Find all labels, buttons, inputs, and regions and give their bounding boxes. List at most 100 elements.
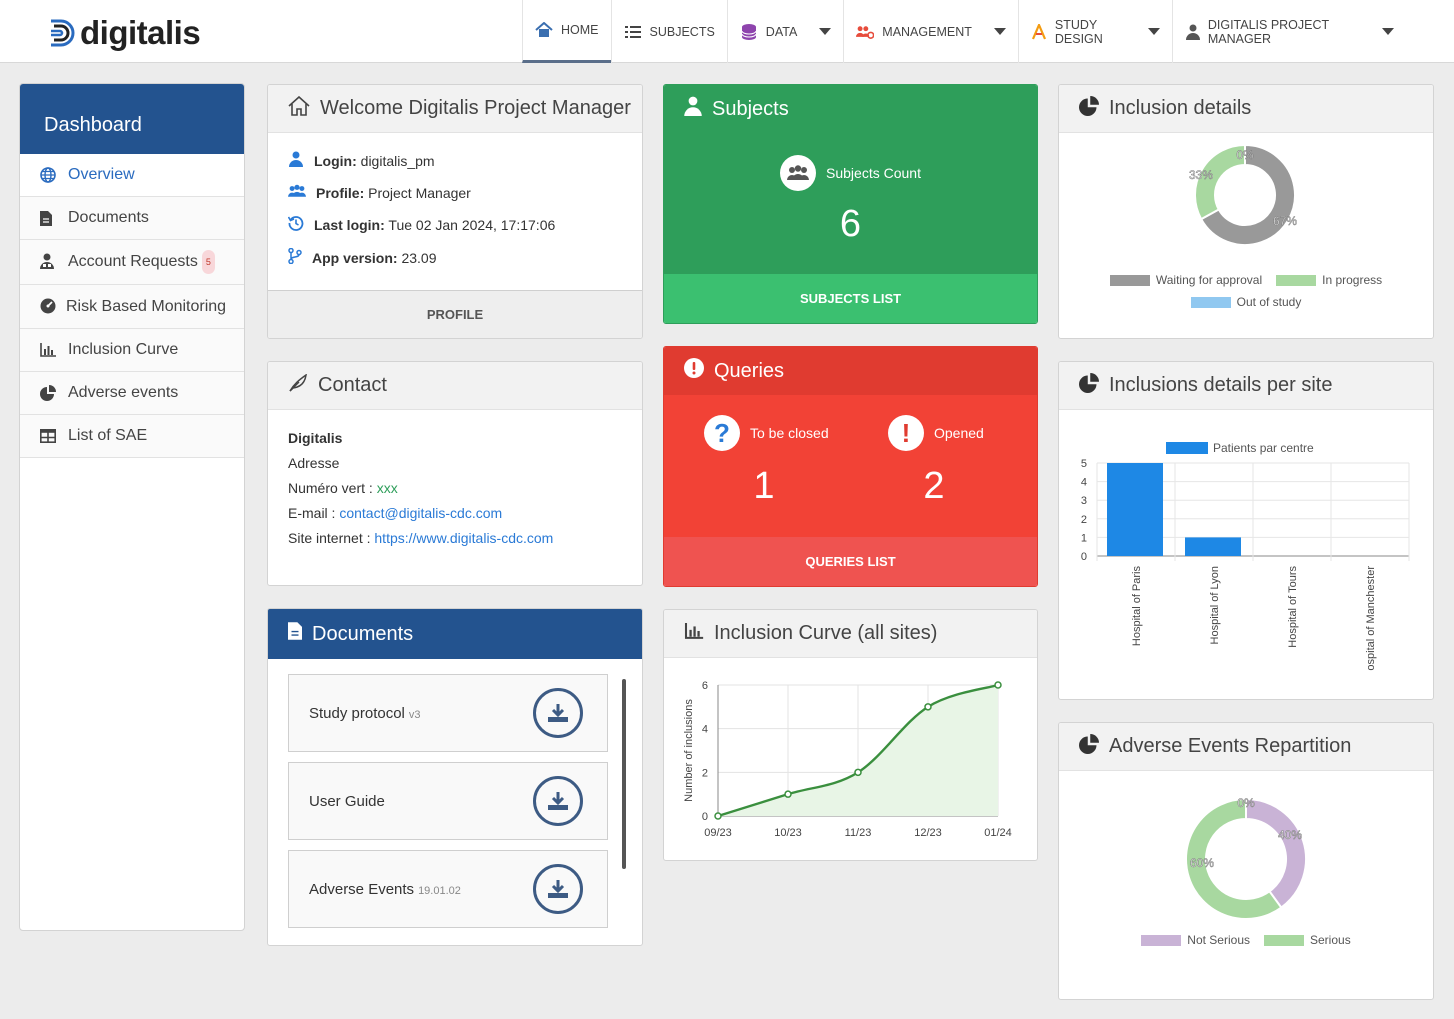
nav-home[interactable]: HOME <box>522 0 611 63</box>
login-value: digitalis_pm <box>360 152 435 169</box>
exclamation-circle-icon: ! <box>888 415 924 451</box>
y-tick-label: 2 <box>702 767 708 779</box>
y-axis-label: Number of inclusions <box>683 699 695 802</box>
documents-title: Documents <box>312 622 414 645</box>
documents-scrollbar[interactable] <box>622 679 626 869</box>
x-tick-label: Hospital of Lyon <box>1209 566 1221 644</box>
nav-management[interactable]: MANAGEMENT <box>843 0 1018 63</box>
history-icon <box>287 215 304 234</box>
database-icon <box>740 23 758 41</box>
pie-chart-icon <box>1079 733 1099 760</box>
document-item[interactable]: User Guide <box>288 762 608 840</box>
pen-nib-icon <box>1031 23 1047 41</box>
digitalis-logo-icon <box>51 19 75 47</box>
sidebar-item-label: List of SAE <box>68 427 148 444</box>
subjects-card: Subjects Subjects Count 6 SUBJECTS LIST <box>663 84 1038 324</box>
slice-label: 33% <box>1189 168 1213 182</box>
area-fill <box>718 685 998 816</box>
home-outline-icon <box>288 95 310 122</box>
app-version-row: App version: 23.09 <box>288 247 622 267</box>
table-icon <box>40 425 56 447</box>
chevron-down-icon <box>993 28 1006 35</box>
profile-row: Profile: Project Manager <box>288 184 622 201</box>
nav-data[interactable]: DATA <box>726 0 843 63</box>
last-login-row: Last login: Tue 02 Jan 2024, 17:17:06 <box>287 215 622 234</box>
email-link[interactable]: contact@digitalis-cdc.com <box>339 505 503 521</box>
document-item[interactable]: Adverse Events 19.01.02 <box>288 850 608 928</box>
file-icon <box>288 622 302 646</box>
nav-subjects[interactable]: SUBJECTS <box>610 0 727 63</box>
x-tick-label: ospital of Manchester <box>1365 566 1377 671</box>
legend-label: Patients par centre <box>1213 441 1314 455</box>
y-tick-label: 2 <box>1081 514 1087 526</box>
code-branch-icon <box>288 247 302 267</box>
inclusions-per-site-header: Inclusions details per site <box>1059 362 1433 410</box>
donut-slice <box>1245 797 1307 909</box>
last-login-value: Tue 02 Jan 2024, 17:17:06 <box>388 216 556 233</box>
logo[interactable]: digitalis <box>48 14 201 52</box>
nav-home-label: HOME <box>561 23 599 37</box>
subjects-count-label: Subjects Count <box>826 165 921 181</box>
inclusion-details-title: Inclusion details <box>1109 97 1252 119</box>
legend-label: Serious <box>1310 933 1351 947</box>
y-tick-label: 1 <box>1081 532 1087 544</box>
download-button[interactable] <box>533 688 583 738</box>
download-button[interactable] <box>533 776 583 826</box>
inclusion-details-card: Inclusion details 0% 33% 67% Waiting for a… <box>1058 84 1434 339</box>
slice-label: 60% <box>1190 856 1214 870</box>
legend-label: Not Serious <box>1187 933 1250 947</box>
legend-swatch <box>1166 442 1208 454</box>
login-row: Login: digitalis_pm <box>288 151 622 170</box>
contact-email: E-mail : contact@digitalis-cdc.com <box>288 505 503 521</box>
list-icon <box>624 23 642 41</box>
sidebar-item-account-requests[interactable]: Account Requests 5 <box>20 240 244 285</box>
profile-value: Project Manager <box>368 184 471 201</box>
x-tick-label: 12/23 <box>914 827 942 839</box>
profile-button[interactable]: PROFILE <box>268 290 642 338</box>
bar-chart-icon <box>684 622 704 645</box>
legend-swatch <box>1276 274 1317 286</box>
pie-chart-icon <box>40 382 56 404</box>
y-tick-label: 6 <box>702 680 708 692</box>
contact-card-header: Contact <box>268 362 642 410</box>
login-label: Login: <box>314 152 357 169</box>
document-version: 19.01.02 <box>418 884 461 897</box>
y-tick-label: 4 <box>702 724 708 736</box>
nav-study-design[interactable]: STUDY DESIGN <box>1017 0 1172 63</box>
nav-user-menu[interactable]: DIGITALIS PROJECT MANAGER <box>1172 0 1454 63</box>
queries-card-header: Queries <box>664 347 1037 395</box>
document-item[interactable]: Study protocol v3 <box>288 674 608 752</box>
subjects-list-button[interactable]: SUBJECTS LIST <box>664 274 1037 323</box>
profile-label: Profile: <box>316 184 365 201</box>
slice-label: 40% <box>1278 828 1302 842</box>
document-name: Study protocol v3 <box>309 704 421 722</box>
users-circle-icon <box>780 155 817 191</box>
sidebar-item-list-of-sae[interactable]: List of SAE <box>20 415 244 458</box>
x-tick-label: Hospital of Paris <box>1131 566 1143 647</box>
user-icon <box>288 151 304 170</box>
contact-company: Digitalis <box>288 430 343 446</box>
sidebar-item-documents[interactable]: Documents <box>20 197 244 240</box>
contact-address: Adresse <box>288 455 340 471</box>
phone-value: xxx <box>376 480 398 496</box>
legend-label: Out of study <box>1236 295 1302 309</box>
user-icon <box>684 96 702 122</box>
x-tick-label: 01/24 <box>984 827 1012 839</box>
y-tick-label: 4 <box>1081 477 1087 489</box>
y-tick-label: 0 <box>702 811 708 823</box>
top-bar: digitalis HOME SUBJECTS DATA MANAGE <box>0 0 1454 63</box>
sidebar-item-overview[interactable]: Overview <box>20 154 244 197</box>
download-icon <box>548 704 568 722</box>
legend-swatch <box>1264 934 1304 946</box>
website-link[interactable]: https://www.digitalis-cdc.com <box>374 530 554 546</box>
sidebar-item-adverse-events[interactable]: Adverse events <box>20 372 244 415</box>
contact-title: Contact <box>318 374 387 396</box>
opened-label: Opened <box>934 425 984 441</box>
document-name: Adverse Events 19.01.02 <box>309 880 461 898</box>
download-button[interactable] <box>533 864 583 914</box>
bar-chart-icon <box>40 339 56 361</box>
adverse-events-chart: 0% 40% 60% <box>1185 796 1307 920</box>
sidebar-item-inclusion-curve[interactable]: Inclusion Curve <box>20 329 244 372</box>
sidebar-item-risk-based-monitoring[interactable]: Risk Based Monitoring <box>20 285 244 329</box>
queries-list-button[interactable]: QUERIES LIST <box>664 537 1037 586</box>
